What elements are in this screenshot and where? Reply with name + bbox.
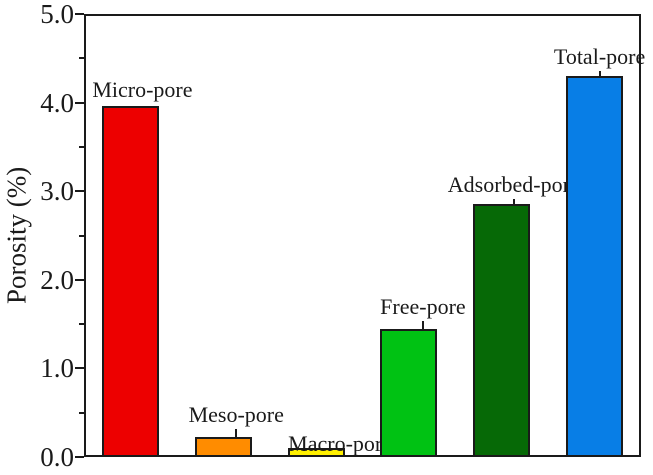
y-tick-label: 3.0 xyxy=(40,176,74,207)
y-major-tick xyxy=(75,278,84,281)
bar-label-leader-line xyxy=(235,428,238,437)
y-tick-label: 5.0 xyxy=(40,0,74,29)
bar-total-pore xyxy=(566,76,624,457)
bar-micro-pore xyxy=(101,106,159,457)
bar-meso-pore xyxy=(194,436,252,457)
bar-adsorbed-pore xyxy=(473,203,531,457)
plot-area xyxy=(84,14,641,457)
y-axis-title: Porosity (%) xyxy=(1,166,32,305)
y-minor-tick xyxy=(79,323,84,326)
y-minor-tick xyxy=(79,145,84,148)
y-minor-tick xyxy=(79,234,84,237)
y-major-tick xyxy=(75,13,84,15)
bar-label-adsorbed-pore: Adsorbed-pore xyxy=(447,171,580,197)
bar-label-free-pore: Free-pore xyxy=(380,294,466,320)
bar-free-pore xyxy=(380,329,438,457)
bar-label-meso-pore: Meso-pore xyxy=(188,401,284,427)
bar-label-micro-pore: Micro-pore xyxy=(92,77,193,103)
bar-label-leader-line xyxy=(598,71,601,77)
y-tick-label: 0.0 xyxy=(40,442,74,472)
y-major-tick xyxy=(75,456,84,458)
bar-label-leader-line xyxy=(512,198,515,204)
y-minor-tick xyxy=(79,57,84,60)
y-major-tick xyxy=(75,190,84,193)
y-major-tick xyxy=(75,367,84,370)
y-tick-label: 2.0 xyxy=(40,264,74,295)
bar-label-macro-pore: Macro-pore xyxy=(288,431,392,457)
y-tick-label: 1.0 xyxy=(40,353,74,384)
y-major-tick xyxy=(75,101,84,104)
y-tick-label: 4.0 xyxy=(40,87,74,118)
bar-macro-pore xyxy=(287,448,345,457)
bar-label-total-pore: Total-pore xyxy=(553,44,646,70)
y-minor-tick xyxy=(79,411,84,414)
bar-label-leader-line xyxy=(421,321,424,330)
